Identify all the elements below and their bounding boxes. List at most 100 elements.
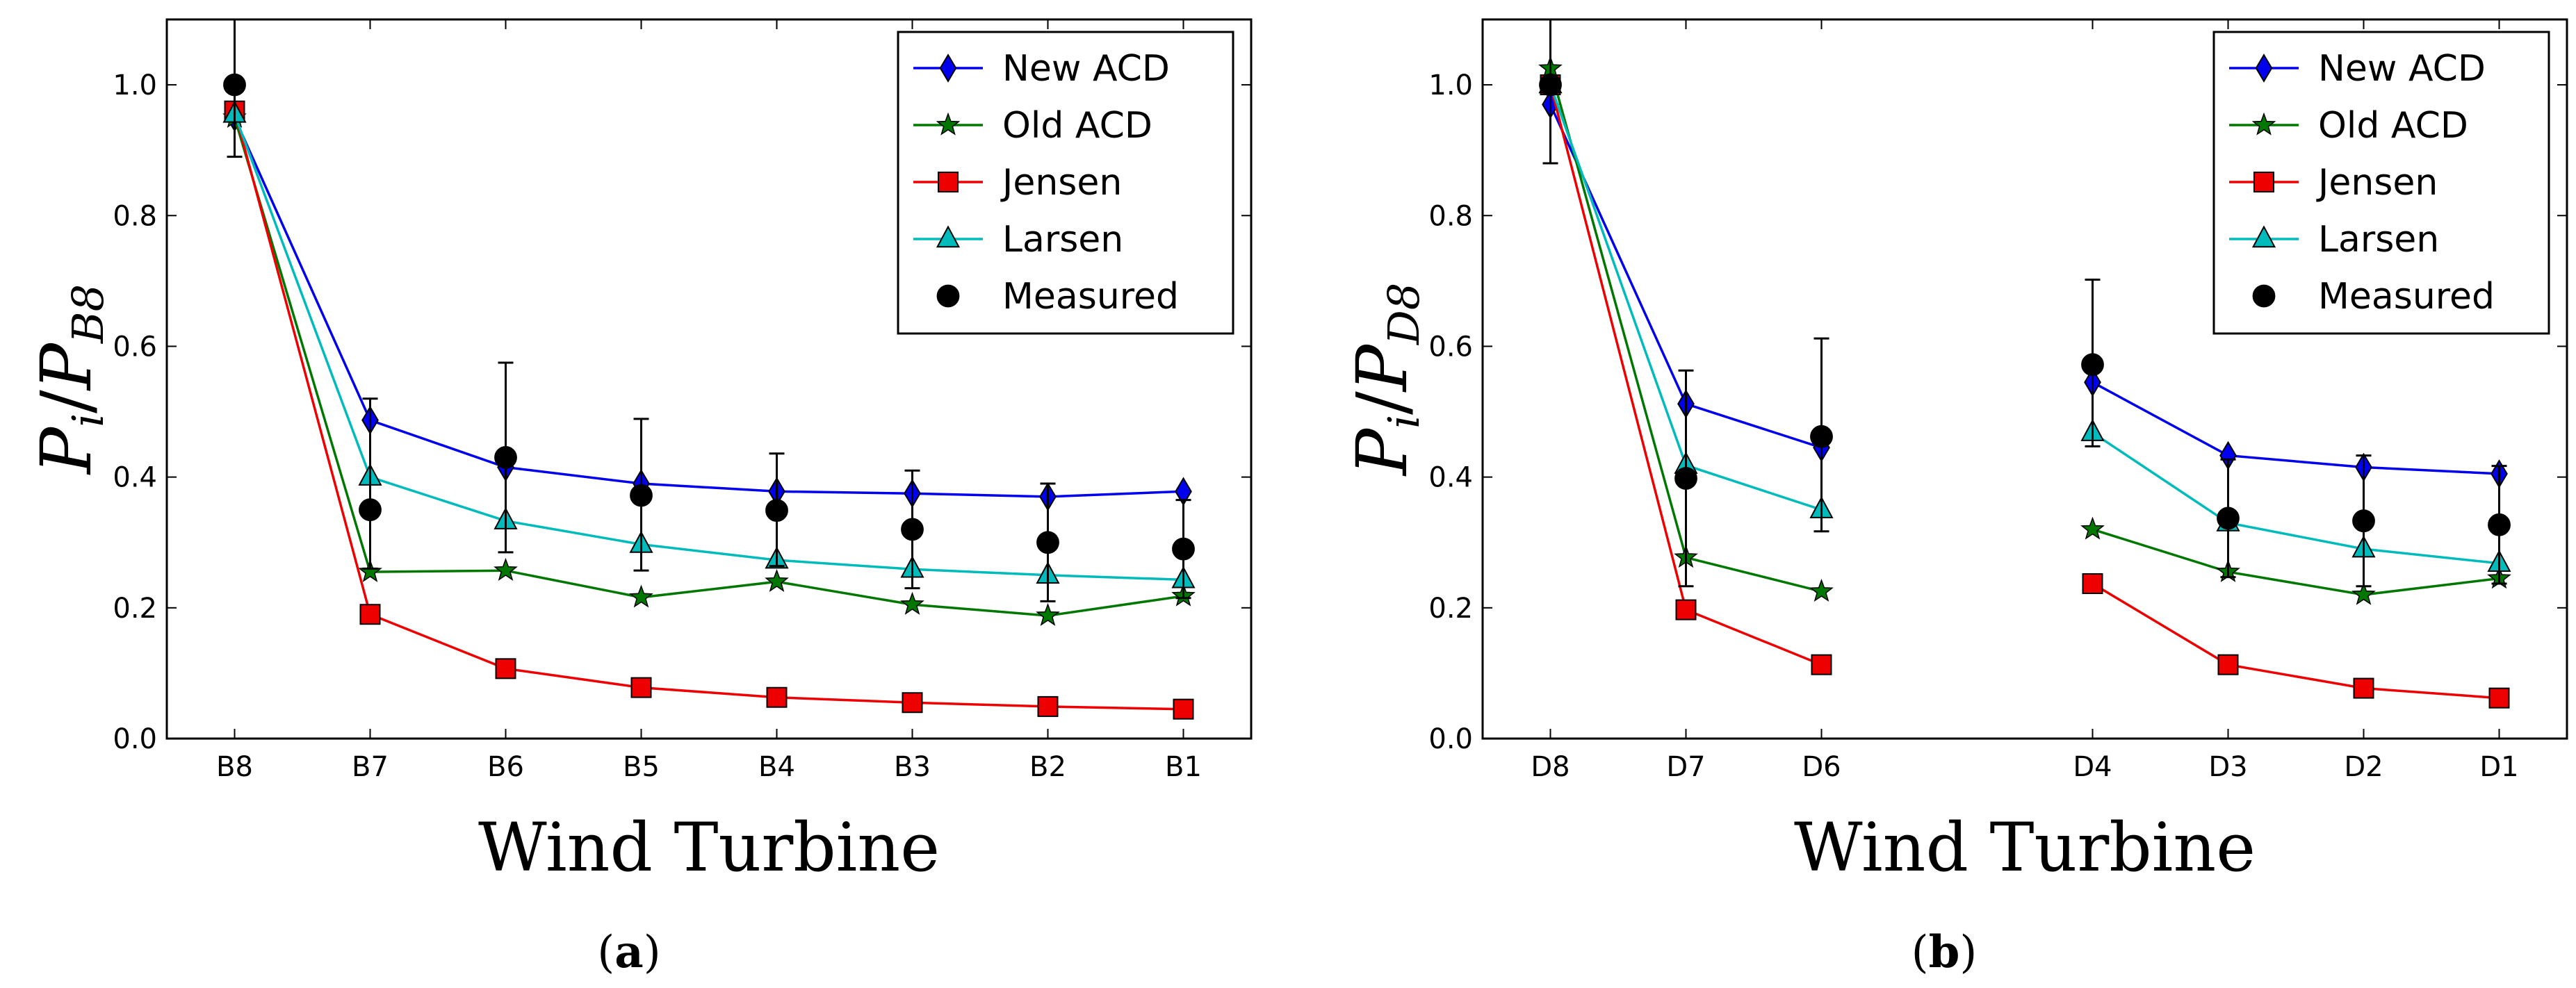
y-label-base2: P (1342, 343, 1423, 393)
data-point (2080, 516, 2105, 540)
plot-frame (1481, 18, 2568, 740)
legend-label: Larsen (1002, 219, 1123, 261)
legend-item-old-acd: Old ACD (913, 105, 1152, 147)
series-jensen (1540, 74, 2510, 709)
y-axis-label: Pi/PB8 (26, 284, 113, 475)
legend-marker (2253, 172, 2274, 192)
data-point (1036, 602, 1060, 626)
series-line (2092, 381, 2500, 475)
data-point (494, 446, 517, 469)
data-point (2488, 687, 2510, 709)
caption-letter: a (614, 926, 643, 978)
y-label-base: P (1342, 427, 1423, 477)
legend-item-larsen: Larsen (913, 219, 1123, 261)
data-point (766, 686, 788, 708)
y-label-base: P (26, 426, 107, 475)
y-label-sub2: B8 (63, 284, 113, 344)
legend-item-new-acd: New ACD (913, 48, 1170, 90)
data-point (2217, 654, 2239, 675)
legend-label: Measured (1002, 276, 1179, 318)
y-tick-label: 0.6 (113, 331, 157, 363)
series-line (2092, 431, 2500, 565)
y-axis-label: Pi/PD8 (1342, 283, 1429, 477)
data-point (2217, 507, 2240, 530)
y-label-base2: P (26, 342, 107, 391)
data-point (900, 591, 924, 615)
series-jensen (224, 100, 1194, 720)
legend: New ACD Old ACD Jensen Larsen Measured (897, 31, 1234, 335)
y-label-sub: i (1378, 415, 1429, 429)
data-point (2082, 573, 2103, 595)
data-point (1173, 698, 1194, 720)
y-label-sep: / (26, 390, 107, 413)
legend-marker (939, 53, 957, 83)
series-line (233, 113, 1184, 582)
legend-item-jensen: Jensen (913, 162, 1122, 204)
data-point (901, 518, 924, 541)
y-tick-label: 0.0 (113, 723, 157, 755)
x-tick-label: D3 (2208, 751, 2247, 783)
caption-open: ( (1911, 927, 1929, 978)
x-tick-label: D1 (2479, 751, 2518, 783)
data-point (358, 559, 382, 582)
y-tick-label: 0.0 (1428, 723, 1473, 755)
y-tick-label: 0.6 (1428, 331, 1473, 363)
legend-marker (936, 284, 960, 308)
caption-letter: b (1929, 926, 1960, 978)
x-axis-label: Wind Turbine (1794, 809, 2256, 887)
y-tick-label: 0.2 (113, 593, 157, 625)
x-tick-label: D4 (2073, 751, 2112, 783)
series-measured (223, 19, 1195, 602)
legend-item-measured: Measured (936, 276, 1179, 318)
y-tick-label: 0.8 (113, 200, 157, 232)
data-point (2353, 677, 2374, 699)
panel-b: 0.0 0.2 0.4 0.6 0.8 1.0 D8 D7 D6 D4 D3 D2 D1 Wind Tur… (1342, 18, 2568, 978)
legend-marker (2252, 284, 2276, 308)
y-tick-label: 0.4 (1428, 462, 1473, 494)
data-point (1809, 579, 1834, 602)
legend-item-jensen: Jensen (2229, 162, 2438, 204)
data-point (494, 557, 518, 581)
x-tick-label: B5 (623, 751, 660, 783)
data-point (359, 498, 382, 522)
x-axis-label: Wind Turbine (478, 809, 940, 887)
legend-marker (2251, 225, 2276, 248)
y-tick-label: 0.4 (113, 462, 157, 494)
data-point (1675, 599, 1697, 620)
legend-label: Jensen (2316, 162, 2438, 204)
y-label-sub: i (63, 413, 113, 427)
legend-label: Old ACD (2318, 105, 2468, 147)
data-point (765, 499, 788, 522)
y-label-sub2: D8 (1378, 283, 1429, 345)
data-point (1674, 467, 1697, 490)
series-line (233, 110, 1184, 711)
x-tick-label: B4 (758, 751, 795, 783)
legend-label: Measured (2318, 276, 2495, 318)
legend-label: New ACD (1002, 48, 1170, 90)
data-point (1539, 73, 1562, 97)
data-point (902, 692, 923, 714)
legend-item-larsen: Larsen (2229, 219, 2439, 261)
data-point (2081, 353, 2104, 377)
legend-marker (936, 225, 961, 248)
x-tick-label: D2 (2344, 751, 2383, 783)
legend-marker (936, 112, 961, 135)
data-point (2488, 513, 2511, 536)
legend-label: New ACD (2318, 48, 2486, 90)
panel-caption: (a) (597, 926, 660, 978)
y-tick-label: 0.2 (1428, 593, 1473, 625)
legend-marker (938, 172, 959, 192)
series-line (2092, 528, 2500, 596)
data-point (630, 677, 652, 698)
series-line (233, 117, 1184, 498)
data-point (2351, 582, 2376, 605)
plot-frame (165, 18, 1253, 740)
x-tick-label: D8 (1531, 751, 1570, 783)
x-tick-label: B3 (894, 751, 931, 783)
series-measured (1539, 19, 2511, 588)
x-tick-label: D7 (1666, 751, 1705, 783)
data-point (1172, 537, 1195, 561)
series-line (2092, 582, 2500, 700)
y-tick-label: 1.0 (1428, 69, 1473, 101)
